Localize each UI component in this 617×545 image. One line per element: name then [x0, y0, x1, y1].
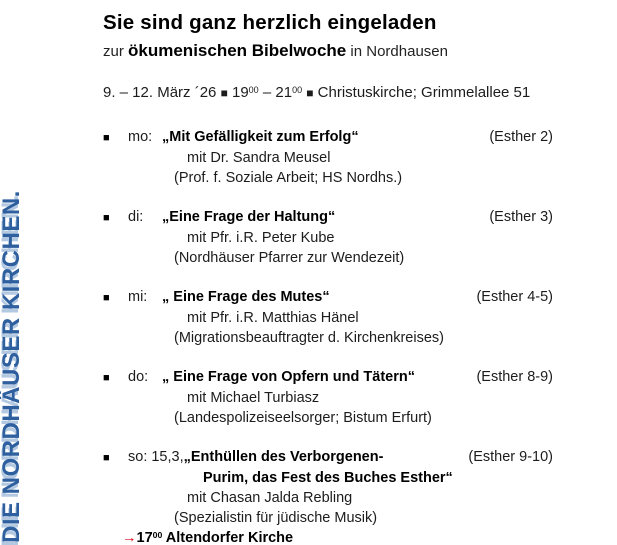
- location: Christuskirche; Grimmelallee 51: [317, 84, 531, 101]
- event-ref: (Esther 3): [489, 209, 553, 225]
- square-bullet-icon: ■: [103, 372, 110, 384]
- event-ref: (Esther 8-9): [476, 369, 553, 385]
- event-speaker: mit Dr. Sandra Meusel: [187, 150, 331, 166]
- event-day: di:: [128, 209, 144, 225]
- event-title-line2: Purim, das Fest des Buches Esther“: [203, 470, 453, 486]
- date-line: 9. – 12. März ´26 ■ 1900 – 2100 ■ Christ…: [103, 83, 603, 103]
- subtitle-bold: ökumenischen Bibelwoche: [128, 41, 347, 60]
- note-text: Altendorfer Kirche: [162, 530, 294, 545]
- subtitle-prefix: zur: [103, 43, 129, 60]
- event-title: „Mit Gefälligkeit zum Erfolg“: [162, 129, 359, 145]
- event-speaker: mit Pfr. i.R. Peter Kube: [187, 230, 335, 246]
- event-role: (Prof. f. Soziale Arbeit; HS Nordhs.): [174, 170, 403, 186]
- event-title: „Eine Frage der Haltung“: [162, 209, 336, 225]
- event-list: ■ mo: „Mit Gefälligkeit zum Erfolg“ (Est…: [103, 127, 603, 545]
- event-ref: (Esther 9-10): [468, 449, 553, 465]
- square-separator-icon: ■: [306, 86, 314, 100]
- event-speaker: mit Chasan Jalda Rebling: [187, 490, 353, 506]
- page-title: Sie sind ganz herzlich eingeladen: [103, 11, 437, 34]
- event-speaker: mit Michael Turbiasz: [187, 390, 320, 406]
- subtitle: zur ökumenischen Bibelwoche in Nordhause…: [103, 40, 603, 63]
- square-bullet-icon: ■: [103, 132, 110, 144]
- subtitle-suffix: in Nordhausen: [346, 43, 448, 60]
- event-title: „Enthüllen des Verborgenen-: [183, 449, 384, 465]
- square-bullet-icon: ■: [103, 452, 110, 464]
- time-dash: –: [262, 84, 272, 101]
- note-time: 17: [136, 530, 153, 545]
- time-end: 21: [275, 84, 293, 101]
- time-start-sup: 00: [248, 84, 259, 95]
- event-item: ■ di: „Eine Frage der Haltung“ (Esther 3…: [103, 207, 603, 268]
- event-role: (Landespolizeiseelsorger; Bistum Erfurt): [174, 410, 432, 426]
- main-content: Sie sind ganz herzlich eingeladen zur ök…: [103, 10, 603, 545]
- event-role: (Spezialistin für jüdische Musik): [174, 510, 378, 526]
- vertical-banner: ES LADEN EIN: DIE NORDHÄUSER KIRCHEN.: [0, 190, 27, 543]
- event-role: (Migrationsbeauftragter d. Kirchenkreise…: [174, 330, 444, 346]
- date-range: 9. – 12. März ´26: [103, 84, 217, 101]
- event-speaker: mit Pfr. i.R. Matthias Hänel: [187, 310, 359, 326]
- event-title: „ Eine Frage von Opfern und Tätern“: [162, 369, 415, 385]
- event-item: ■ so: 15,3, „Enthüllen des Verborgenen- …: [103, 447, 603, 545]
- event-role: (Nordhäuser Pfarrer zur Wendezeit): [174, 250, 405, 266]
- event-day: mi:: [128, 289, 148, 305]
- time-range: 1900 – 2100: [232, 84, 302, 101]
- banner-line2: DIE NORDHÄUSER KIRCHEN.: [0, 190, 25, 543]
- event-ref: (Esther 2): [489, 129, 553, 145]
- event-day: mo:: [128, 129, 153, 145]
- square-separator-icon: ■: [220, 86, 228, 100]
- event-ref: (Esther 4-5): [476, 289, 553, 305]
- arrow-icon: →: [122, 530, 137, 545]
- square-bullet-icon: ■: [103, 292, 110, 304]
- note-time-sup: 00: [152, 530, 163, 541]
- time-end-sup: 00: [292, 84, 303, 95]
- event-title: „ Eine Frage des Mutes“: [162, 289, 330, 305]
- event-day: so: 15,3,: [128, 449, 184, 465]
- event-item: ■ mo: „Mit Gefälligkeit zum Erfolg“ (Est…: [103, 127, 603, 188]
- event-day: do:: [128, 369, 149, 385]
- event-note: →1700 Altendorfer Kirche: [122, 528, 603, 545]
- event-item: ■ do: „ Eine Frage von Opfern und Tätern…: [103, 367, 603, 428]
- time-start: 19: [231, 84, 249, 101]
- square-bullet-icon: ■: [103, 212, 110, 224]
- event-item: ■ mi: „ Eine Frage des Mutes“ (Esther 4-…: [103, 287, 603, 348]
